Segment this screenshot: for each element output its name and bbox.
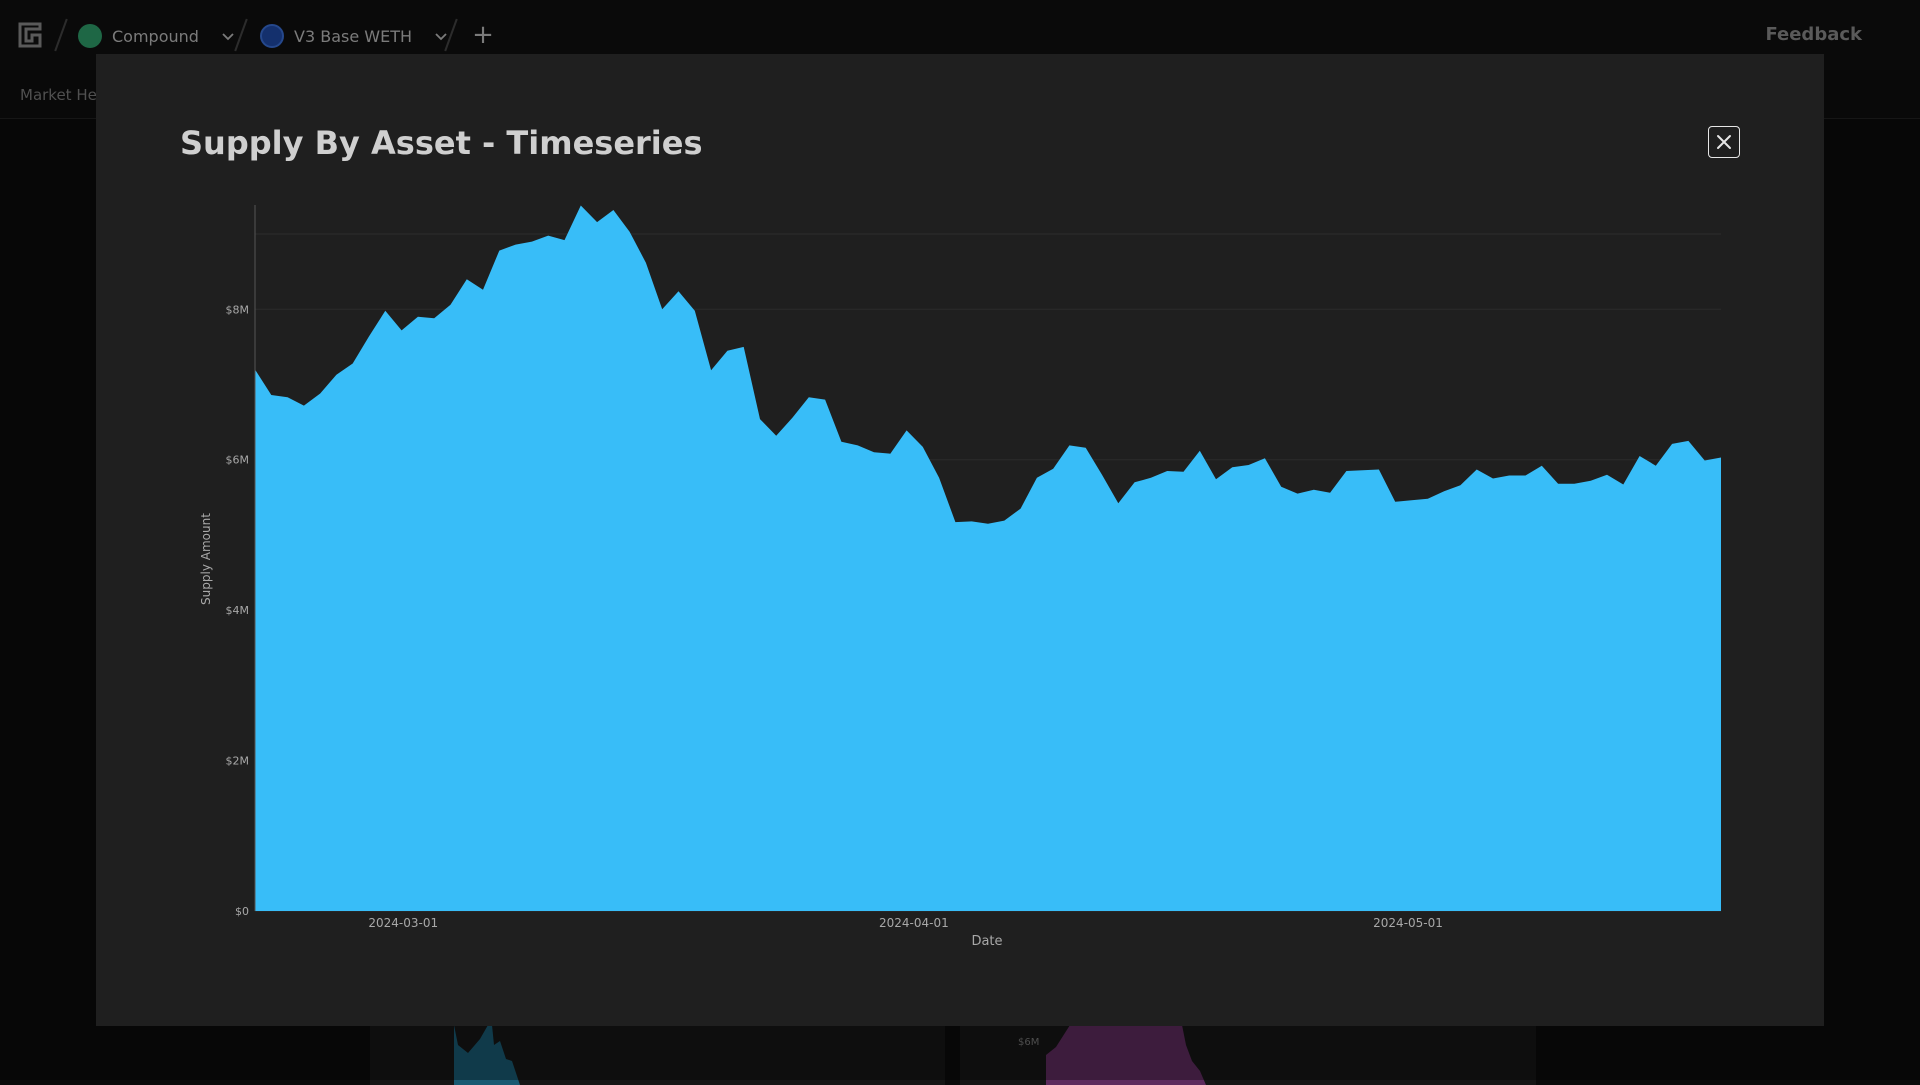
x-tick-label: 2024-05-01 bbox=[1373, 916, 1443, 930]
x-axis-ticks: 2024-03-01 2024-04-01 2024-05-01 bbox=[368, 916, 1443, 930]
chevron-down-icon bbox=[435, 33, 447, 41]
chevron-down-icon bbox=[222, 33, 234, 41]
background-chart-card: $6M bbox=[960, 1025, 1536, 1085]
y-axis-ticks: $0 $2M $4M $6M $8M bbox=[226, 303, 250, 918]
background-chart-tick: $6M bbox=[1018, 1037, 1040, 1048]
supply-area-chart: $0$2M$4M$6M$8M 2024-03-01 2024-04-01 2024-… bbox=[199, 205, 1721, 949]
close-icon bbox=[1717, 135, 1731, 149]
background-chart-card bbox=[370, 1025, 945, 1085]
modal-title: Supply By Asset - Timeseries bbox=[180, 124, 703, 162]
x-tick-label: 2024-04-01 bbox=[879, 916, 949, 930]
y-tick-label: $6M bbox=[226, 454, 250, 467]
tab-market-health[interactable]: Market Hea bbox=[20, 86, 107, 104]
close-button[interactable] bbox=[1708, 126, 1740, 158]
y-tick-label: $2M bbox=[226, 755, 250, 768]
breadcrumb-market-label: V3 Base WETH bbox=[294, 26, 412, 46]
breadcrumb-protocol-label: Compound bbox=[112, 26, 199, 46]
weth-logo-icon bbox=[260, 24, 284, 48]
breadcrumb-protocol[interactable]: Compound bbox=[78, 22, 235, 50]
background-chart bbox=[1046, 1025, 1206, 1085]
y-tick-label: $0 bbox=[235, 905, 249, 918]
y-tick-label: $8M bbox=[226, 303, 250, 316]
breadcrumb-market[interactable]: V3 Base WETH bbox=[260, 22, 448, 50]
x-axis-label: Date bbox=[971, 934, 1002, 949]
compound-logo-icon bbox=[78, 24, 102, 48]
app-logo-icon[interactable] bbox=[18, 22, 42, 48]
series-supply-area[interactable] bbox=[255, 205, 1721, 912]
add-button[interactable]: + bbox=[472, 20, 494, 50]
feedback-button[interactable]: Feedback bbox=[1765, 24, 1862, 45]
y-tick-label: $4M bbox=[226, 604, 250, 617]
y-axis-label: Supply Amount bbox=[199, 513, 213, 605]
x-tick-label: 2024-03-01 bbox=[368, 916, 438, 930]
chart-modal: Supply By Asset - Timeseries $0 $2M $4M $6M… bbox=[96, 54, 1824, 1026]
background-chart bbox=[454, 1025, 520, 1085]
